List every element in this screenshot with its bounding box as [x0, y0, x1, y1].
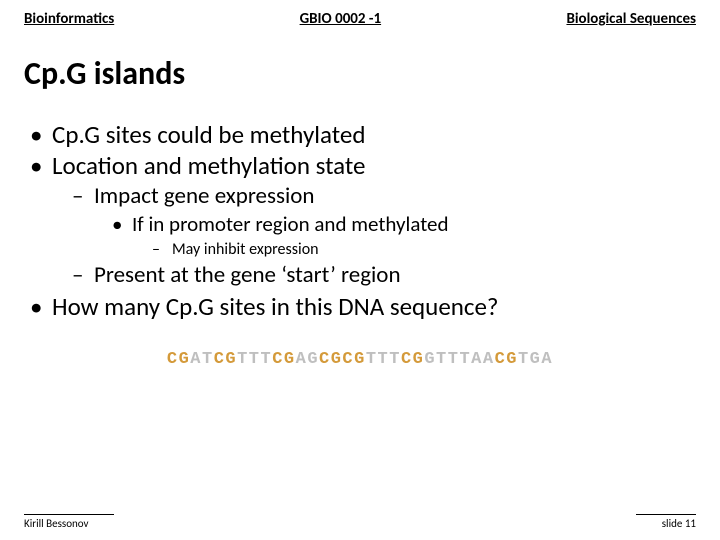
dna-segment: CGCG [319, 350, 366, 369]
dna-segment: TTT [366, 350, 401, 369]
bullet-2a1: If in promoter region and methylated [24, 211, 696, 238]
header-center: GBIO 0002 -1 [300, 10, 382, 28]
dna-segment: CG [272, 350, 295, 369]
bullet-2a: Impact gene expression [24, 182, 696, 212]
dna-sequence: CGATCGTTTCGAGCGCGTTTCGGTTTAACGTGA [24, 322, 696, 369]
footer-slide-number: slide 11 [636, 514, 696, 530]
bullet-3: How many Cp.G sites in this DNA sequence… [24, 291, 696, 322]
bullet-2b: Present at the gene ‘start’ region [24, 261, 696, 291]
dna-segment: CG [167, 350, 190, 369]
dna-segment: CG [214, 350, 237, 369]
dna-segment: CG [401, 350, 424, 369]
dna-segment: TTT [237, 350, 272, 369]
bullet-1: Cp.G sites could be methylated [24, 119, 696, 150]
dna-segment: CG [495, 350, 518, 369]
dna-segment: TGA [518, 350, 553, 369]
footer-author: Kirill Bessonov [24, 514, 114, 530]
slide-title: Cp.G islands [0, 32, 720, 103]
dna-segment: GTTTAA [424, 350, 494, 369]
header-right: Biological Sequences [566, 10, 696, 28]
slide-footer: Kirill Bessonov slide 11 [0, 514, 720, 530]
slide-content: Cp.G sites could be methylated Location … [0, 103, 720, 369]
header-left: Bioinformatics [24, 10, 114, 28]
bullet-2: Location and methylation state [24, 150, 696, 181]
dna-segment: AT [190, 350, 213, 369]
dna-segment: AG [296, 350, 319, 369]
slide-header: Bioinformatics GBIO 0002 -1 Biological S… [0, 0, 720, 32]
bullet-2a1a: May inhibit expression [24, 239, 696, 261]
